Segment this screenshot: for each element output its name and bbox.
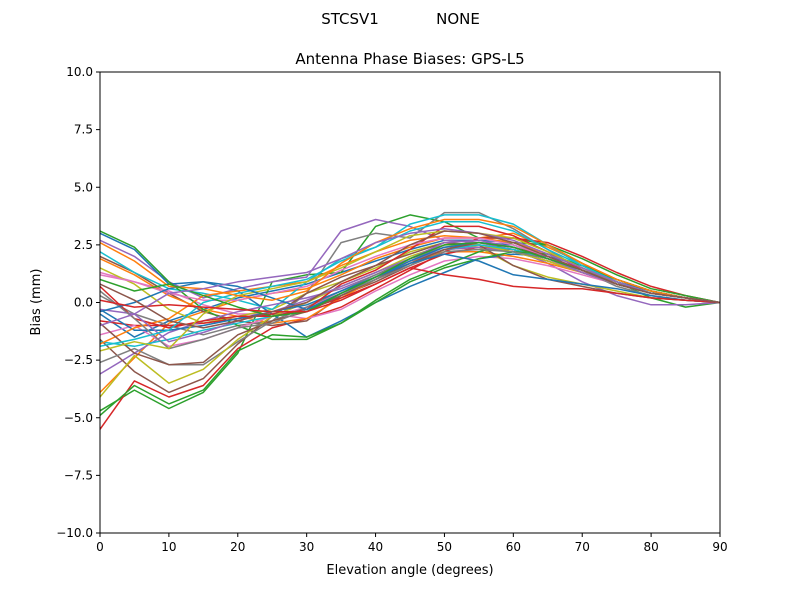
series-line-35 [100,227,720,327]
suptitle-left: STCSV1 [321,10,379,28]
x-tick-label: 20 [230,540,245,554]
y-axis-label: Bias (mm) [29,269,44,336]
x-tick-label: 90 [712,540,727,554]
x-tick-label: 80 [643,540,658,554]
chart-title: Antenna Phase Biases: GPS-L5 [295,50,524,68]
y-tick-label: 0.0 [74,296,93,310]
x-tick-label: 60 [506,540,521,554]
y-tick-label: −5.0 [64,411,93,425]
x-tick-label: 30 [299,540,314,554]
y-tick-label: 10.0 [66,65,93,79]
x-tick-label: 0 [96,540,104,554]
series-line-5 [100,218,720,306]
y-tick-label: 7.5 [74,123,93,137]
x-tick-label: 70 [575,540,590,554]
x-tick-label: 40 [368,540,383,554]
series-line-31 [100,253,720,313]
y-tick-label: 2.5 [74,238,93,252]
x-tick-label: 10 [161,540,176,554]
suptitle-right: NONE [436,10,480,28]
y-tick-label: −2.5 [64,353,93,367]
x-tick-label: 50 [437,540,452,554]
y-axis: −10.0 −7.5 −5.0 −2.5 0.0 2.5 5.0 7.5 10.0 [56,65,100,540]
x-axis: 0 10 20 30 40 50 60 70 80 90 [96,533,728,554]
series-line-8 [100,211,720,336]
series-line-13 [100,230,720,341]
series-line-36 [100,230,720,329]
x-axis-label: Elevation angle (degrees) [326,563,493,578]
y-tick-label: −7.5 [64,468,93,482]
series-group [100,211,720,430]
y-tick-label: −10.0 [56,526,93,540]
y-tick-label: 5.0 [74,180,93,194]
series-line-34 [100,267,720,313]
series-line-20 [100,244,720,348]
series-line-4 [100,237,720,430]
